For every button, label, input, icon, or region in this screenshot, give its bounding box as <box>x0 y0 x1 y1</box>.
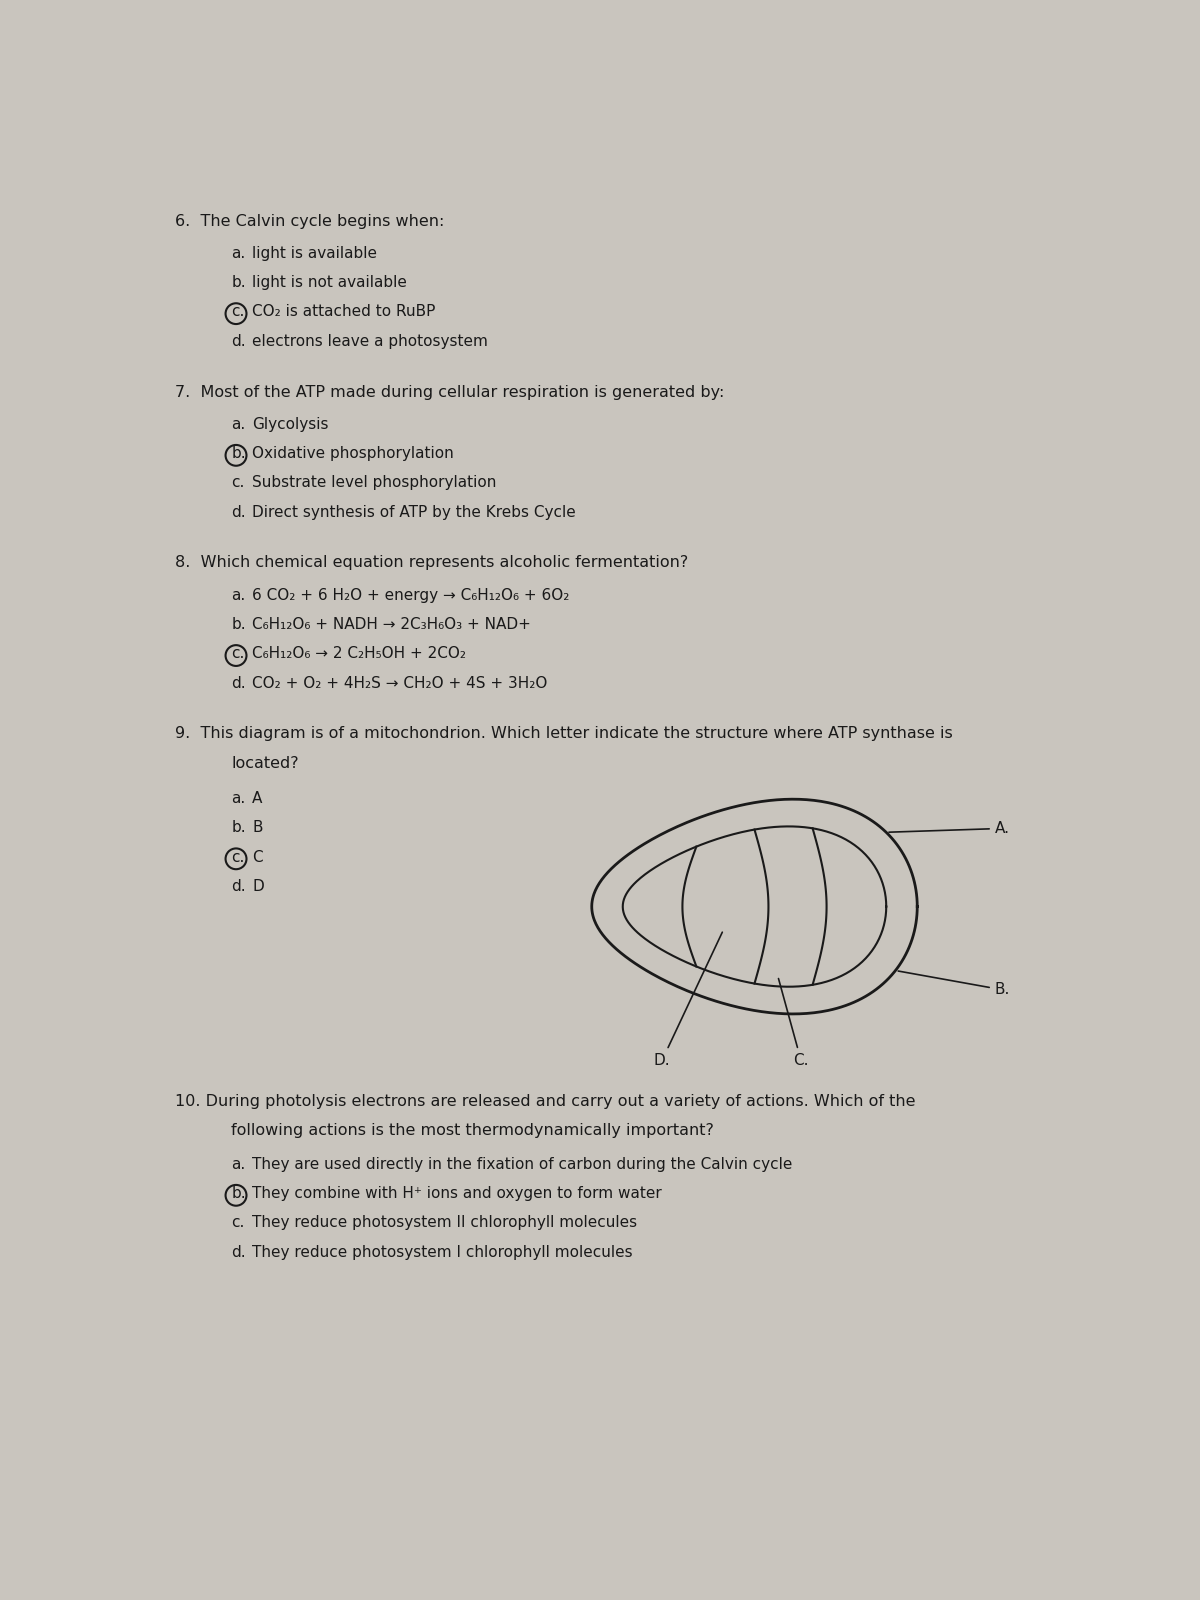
Text: D.: D. <box>654 933 722 1067</box>
Text: light is available: light is available <box>252 246 377 261</box>
Text: a.: a. <box>232 587 246 603</box>
Text: light is not available: light is not available <box>252 275 407 290</box>
Text: D: D <box>252 878 264 894</box>
Text: d.: d. <box>232 675 246 691</box>
Text: CO₂ is attached to RuBP: CO₂ is attached to RuBP <box>252 304 436 320</box>
Text: They reduce photosystem I chlorophyll molecules: They reduce photosystem I chlorophyll mo… <box>252 1245 632 1259</box>
Text: 6.  The Calvin cycle begins when:: 6. The Calvin cycle begins when: <box>175 213 444 229</box>
Text: c.: c. <box>232 304 245 320</box>
Text: B: B <box>252 821 263 835</box>
Text: C: C <box>252 850 263 864</box>
Text: Direct synthesis of ATP by the Krebs Cycle: Direct synthesis of ATP by the Krebs Cyc… <box>252 504 576 520</box>
Text: d.: d. <box>232 504 246 520</box>
Text: b.: b. <box>232 618 246 632</box>
Text: C.: C. <box>779 979 809 1067</box>
Text: electrons leave a photosystem: electrons leave a photosystem <box>252 334 488 349</box>
Text: B.: B. <box>898 971 1010 997</box>
Text: 7.  Most of the ATP made during cellular respiration is generated by:: 7. Most of the ATP made during cellular … <box>175 384 724 400</box>
Text: A.: A. <box>889 821 1009 835</box>
Text: a.: a. <box>232 790 246 806</box>
Text: 8.  Which chemical equation represents alcoholic fermentation?: 8. Which chemical equation represents al… <box>175 555 688 571</box>
Text: b.: b. <box>232 446 246 461</box>
Text: a.: a. <box>232 418 246 432</box>
Text: c.: c. <box>232 1216 245 1230</box>
Text: Oxidative phosphorylation: Oxidative phosphorylation <box>252 446 454 461</box>
Text: They are used directly in the fixation of carbon during the Calvin cycle: They are used directly in the fixation o… <box>252 1157 793 1171</box>
Text: C₆H₁₂O₆ → 2 C₂H₅OH + 2CO₂: C₆H₁₂O₆ → 2 C₂H₅OH + 2CO₂ <box>252 646 467 661</box>
Text: b.: b. <box>232 821 246 835</box>
Text: Glycolysis: Glycolysis <box>252 418 329 432</box>
Text: d.: d. <box>232 878 246 894</box>
Text: c.: c. <box>232 646 245 661</box>
Text: c.: c. <box>232 475 245 490</box>
Text: C₆H₁₂O₆ + NADH → 2C₃H₆O₃ + NAD+: C₆H₁₂O₆ + NADH → 2C₃H₆O₃ + NAD+ <box>252 618 532 632</box>
Text: They reduce photosystem II chlorophyll molecules: They reduce photosystem II chlorophyll m… <box>252 1216 637 1230</box>
Text: 6 CO₂ + 6 H₂O + energy → C₆H₁₂O₆ + 6O₂: 6 CO₂ + 6 H₂O + energy → C₆H₁₂O₆ + 6O₂ <box>252 587 570 603</box>
Text: Substrate level phosphorylation: Substrate level phosphorylation <box>252 475 497 490</box>
Text: A: A <box>252 790 263 806</box>
Text: 10. During photolysis electrons are released and carry out a variety of actions.: 10. During photolysis electrons are rele… <box>175 1094 916 1109</box>
Text: d.: d. <box>232 1245 246 1259</box>
Text: They combine with H⁺ ions and oxygen to form water: They combine with H⁺ ions and oxygen to … <box>252 1186 662 1202</box>
Text: located?: located? <box>232 755 299 771</box>
Text: CO₂ + O₂ + 4H₂S → CH₂O + 4S + 3H₂O: CO₂ + O₂ + 4H₂S → CH₂O + 4S + 3H₂O <box>252 675 547 691</box>
Text: a.: a. <box>232 1157 246 1171</box>
Text: b.: b. <box>232 275 246 290</box>
Text: a.: a. <box>232 246 246 261</box>
Text: 9.  This diagram is of a mitochondrion. Which letter indicate the structure wher: 9. This diagram is of a mitochondrion. W… <box>175 726 953 741</box>
Text: following actions is the most thermodynamically important?: following actions is the most thermodyna… <box>232 1123 714 1138</box>
Text: d.: d. <box>232 334 246 349</box>
Text: c.: c. <box>232 850 245 864</box>
Text: b.: b. <box>232 1186 246 1202</box>
